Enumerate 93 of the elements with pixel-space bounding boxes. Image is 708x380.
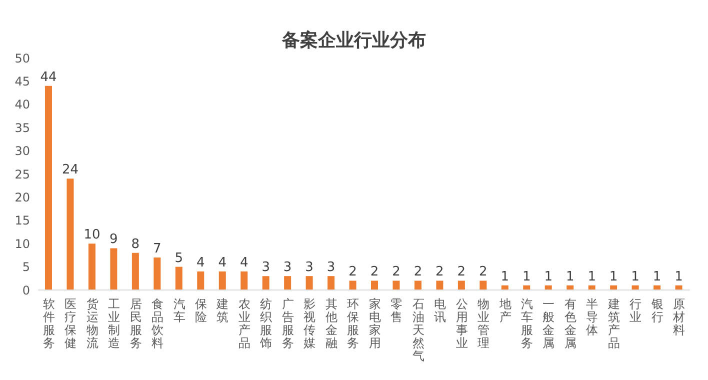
bar [392,280,400,290]
x-tick-label: 纺织服饰 [259,297,272,350]
y-tick-label: 45 [14,74,30,88]
x-tick-label: 医疗保健 [64,297,77,350]
data-label: 2 [392,264,400,280]
data-label: 9 [110,232,118,248]
x-tick-label: 保险 [195,297,207,324]
x-tick-label: 汽车服务 [521,297,533,350]
data-label: 10 [84,228,100,243]
bar [175,266,182,290]
data-label: 2 [479,264,488,280]
data-label: 1 [652,269,662,284]
data-label: 4 [240,255,248,270]
bar [154,258,161,290]
bar [218,271,226,290]
data-label: 1 [674,269,683,284]
data-label: 3 [326,260,336,276]
x-tick-label: 货运物流 [86,297,98,350]
bar [88,244,96,290]
x-tick-label: 银行 [650,297,664,324]
bar [371,280,378,290]
data-label: 1 [631,269,640,284]
data-label: 1 [522,269,531,284]
y-tick-label: 25 [14,167,30,182]
data-label: 1 [544,269,553,284]
bar [66,178,74,290]
x-tick-label: 影视传媒 [304,297,316,350]
x-tick-label: 建筑 [216,297,229,324]
data-label: 7 [153,242,162,257]
data-label: 1 [500,269,510,284]
bar [328,276,335,290]
x-tick-label: 广告服务 [282,297,294,350]
bar [110,248,118,290]
data-label: 2 [457,264,466,280]
y-tick-label: 20 [14,190,30,204]
x-tick-label: 建筑产品 [606,297,620,350]
x-tick-label: 软件服务 [42,297,55,350]
y-tick-label: 40 [14,98,30,112]
data-label: 44 [40,70,57,85]
x-tick-label: 家电家用 [368,297,381,350]
chart-title: 备案企业行业分布 [280,29,427,52]
bar [262,276,270,290]
y-tick-label: 50 [14,51,30,66]
x-tick-label: 半导体 [586,297,598,337]
x-tick-label: 居民服务 [130,297,142,350]
data-label: 1 [566,269,574,284]
x-tick-label: 汽车 [173,297,186,324]
bar [197,271,204,290]
x-tick-label: 工业制造 [108,297,120,350]
x-tick-label: 公用事业 [456,297,468,350]
y-tick-label: 0 [22,283,30,298]
x-tick-label: 地产 [498,297,512,324]
x-tick-label: 物业管理 [478,297,490,350]
data-label: 24 [62,162,79,178]
bar [349,280,356,290]
y-tick-label: 15 [14,214,30,228]
data-label: 3 [283,260,292,276]
x-tick-label: 一般金属 [542,297,555,350]
data-label: 3 [305,260,314,276]
y-tick-label: 35 [14,120,30,135]
bar [436,280,444,290]
data-label: 1 [588,269,596,284]
x-tick-label: 原材料 [672,297,686,337]
data-label: 5 [174,250,184,266]
x-tick-label: 石油天然气 [412,297,424,363]
x-tick-label: 环保服务 [347,297,360,350]
data-label: 8 [131,236,140,252]
bar [458,280,465,290]
y-tick-label: 5 [22,260,30,274]
data-label: 2 [436,264,444,280]
data-label: 3 [262,260,270,276]
y-tick-label: 10 [14,236,30,251]
x-tick-label: 农业产品 [238,297,250,350]
y-tick-label: 30 [14,144,30,158]
bar [132,252,139,290]
data-label: 4 [218,255,227,270]
data-label: 2 [414,264,422,280]
bar [306,276,313,290]
x-tick-label: 电讯 [434,297,446,324]
data-label: 2 [348,264,357,280]
x-tick-label: 有色金属 [564,297,576,350]
data-label: 4 [196,255,205,270]
bar [284,276,292,290]
data-label: 1 [609,269,618,284]
bar [414,280,422,290]
bar [480,280,487,290]
x-tick-label: 食品饮料 [150,297,164,350]
bar [240,271,248,290]
bar [45,86,52,290]
x-tick-label: 行业 [630,297,642,324]
data-label: 2 [370,264,379,280]
x-tick-label: 其他金融 [325,297,338,350]
x-tick-label: 零售 [390,297,403,324]
